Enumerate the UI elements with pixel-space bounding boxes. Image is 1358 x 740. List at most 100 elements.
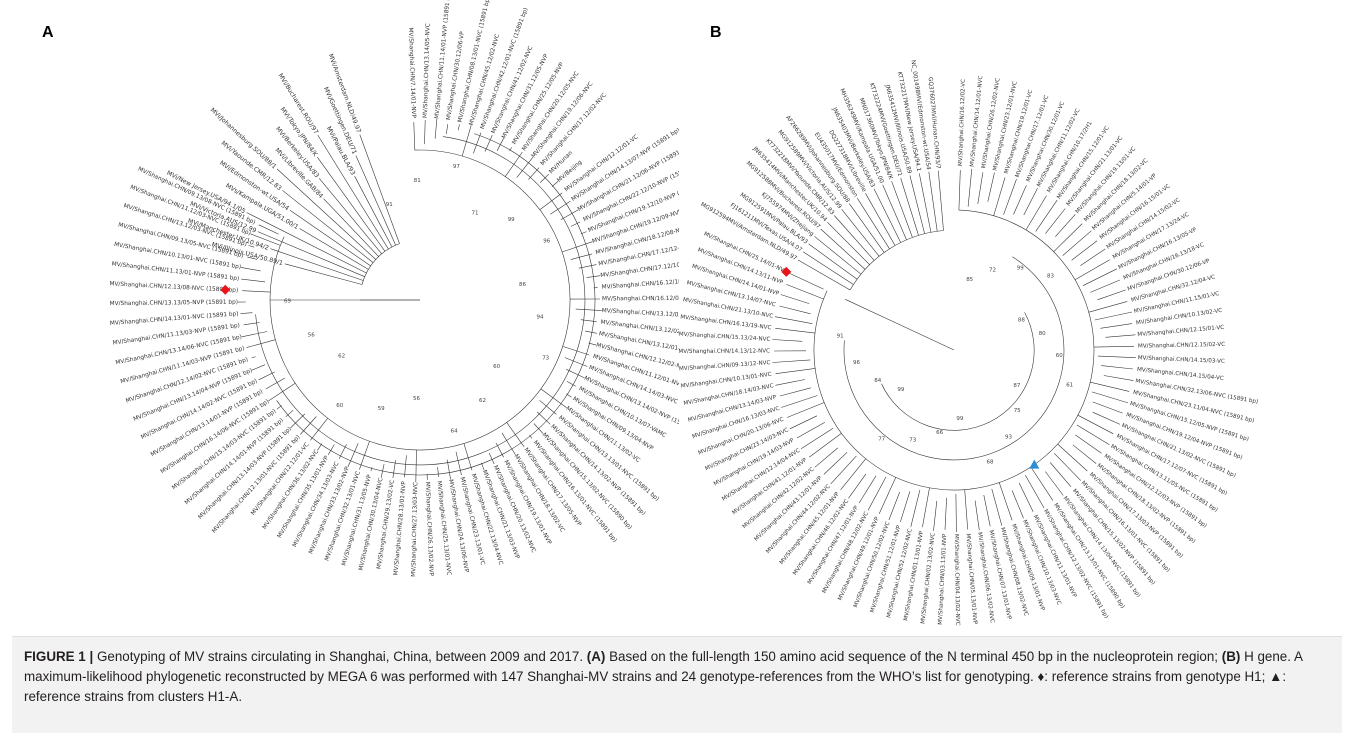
tree-b-tip-branch — [900, 491, 911, 522]
tree-a-tip-branch — [446, 459, 451, 480]
tree-b-tip-branch — [1092, 401, 1123, 414]
tree-a-ref-branch — [299, 228, 369, 270]
tree-b-ref-branch — [849, 203, 885, 253]
tree-b-tip-branch — [1055, 214, 1076, 237]
tree-b-tip-branch — [780, 294, 810, 304]
tree-a-tip-branch — [484, 134, 493, 152]
tree-b-tip-branch — [1025, 474, 1045, 509]
tree-a-tip-branch — [501, 432, 516, 456]
tree-a-tip-branch — [317, 443, 323, 451]
phylogenetic-tree-a: MVi/Illinois.USA/50.89/1MVi/Manchester.U… — [109, 0, 679, 577]
tree-b-ref-branch — [919, 173, 932, 233]
tree-a-genotype-h1-marker — [220, 284, 231, 295]
tree-a-branches: MVi/Illinois.USA/50.89/1MVi/Manchester.U… — [109, 0, 679, 577]
tree-a-tip-branch — [488, 452, 495, 465]
tree-a-ref-branch — [282, 190, 374, 263]
tree-b-tip-branch — [1013, 185, 1027, 215]
tree-a-inner-arc — [276, 133, 596, 476]
tree-b-ref-arc — [849, 230, 944, 291]
tree-a-tip-branch — [455, 451, 462, 476]
tree-b-tip-branch — [998, 482, 1013, 521]
tree-b-tip-branch — [1097, 289, 1126, 301]
tree-b-tip-branch — [1025, 195, 1047, 231]
tree-a-bootstrap-value: 62 — [338, 353, 345, 359]
tree-b-tip-branch — [858, 475, 877, 504]
tree-a-tip-branch — [505, 151, 523, 177]
tree-a-tip-branch — [437, 467, 439, 478]
tree-a-bootstrap-value: 94 — [537, 315, 544, 321]
tree-b-bootstrap-value: 77 — [878, 436, 885, 442]
tree-b-tip-branch — [788, 272, 824, 290]
tree-a-tip-branch — [539, 173, 550, 183]
tree-a-tip-branch — [310, 418, 328, 441]
tree-b-tip-branch — [1094, 311, 1133, 321]
tree-a-tip-label: MV/Shanghai.CHN/26.13/02-NVP — [424, 482, 434, 577]
tree-b-branches: MG912594MVi/Amsterdam.NLD/49.97FJ161211M… — [679, 60, 1258, 626]
tree-a-tip-branch — [496, 138, 504, 151]
tree-a-tip-label: MV/Shanghai.CHN/16.12/07-NVC (15891 bp) — [602, 296, 679, 303]
tree-b-tip-branch — [1062, 230, 1092, 256]
tree-a-tip-label: MV/Shanghai.CHN/12.13/08-NVC (15891 bp) — [109, 281, 238, 294]
tree-b-tip-branch — [1088, 301, 1128, 313]
tree-b-bootstrap-value: 75 — [1014, 408, 1021, 414]
tree-b-tip-label: MV/Shanghai.CHN/12.15/02-VC — [1138, 342, 1225, 350]
tree-a-bootstrap-value: 64 — [451, 429, 458, 435]
caption-part-b-text: H gene. A maximum-likelihood phylogeneti… — [24, 649, 1303, 704]
tree-b-root-branch — [845, 299, 955, 351]
phylogenetic-tree-b: MG912594MVi/Amsterdam.NLD/49.97FJ161211M… — [679, 60, 1258, 626]
tree-a-tip-branch — [290, 413, 306, 429]
tree-a-tip-branch — [268, 382, 296, 402]
tree-a-tip-branch — [566, 381, 576, 387]
tree-b-tip-label: MV/Shanghai.CHN/14.13/12-NVC — [679, 348, 770, 354]
tree-b-tip-branch — [967, 168, 973, 207]
tree-a-tip-branch — [539, 400, 557, 415]
tree-a-bootstrap-value: 60 — [493, 364, 500, 370]
tree-b-tip-branch — [987, 172, 995, 202]
tree-a-tip-branch — [248, 245, 255, 248]
tree-a-tip-branch — [327, 444, 335, 455]
tree-a-tip-branch — [529, 435, 533, 439]
tree-a-tip-branch — [506, 422, 525, 447]
tree-b-ref-branch — [841, 209, 880, 257]
tree-b-tip-branch — [1103, 375, 1134, 381]
tree-b-bootstrap-value: 66 — [936, 430, 943, 436]
tree-b-tip-branch — [1090, 381, 1130, 392]
tree-a-tip-branch — [585, 330, 597, 334]
tree-a-ref-branch — [359, 134, 400, 244]
tree-a-main-arc — [269, 149, 571, 451]
tree-b-tip-branch — [1105, 334, 1136, 338]
tree-b-ref-branch — [802, 251, 854, 285]
tree-b-bootstrap-value: 99 — [956, 416, 963, 422]
tree-b-tip-branch — [1018, 482, 1034, 512]
tree-b-tip-branch — [823, 452, 848, 475]
tree-a-tip-label: MV/Shanghai.CHN/13.12/03-NVP (15891 bp) — [601, 308, 679, 321]
tree-b-tip-branch — [983, 494, 991, 527]
tree-a-tip-branch — [516, 157, 534, 178]
tree-a-bootstrap-value: 91 — [386, 202, 393, 208]
tree-b-tip-label: MV/Shanghai.CHN/16.12/02-VC — [958, 79, 967, 166]
tree-b-tip-branch — [809, 433, 842, 458]
tree-b-bootstrap-value: 83 — [1047, 273, 1054, 279]
tree-b-tip-branch — [1091, 391, 1129, 404]
tree-b-tip-branch — [977, 172, 984, 204]
tree-b-tip-branch — [800, 427, 834, 450]
tree-a-tip-branch — [424, 120, 426, 145]
tree-b-ref-branch — [928, 171, 938, 232]
tree-a-tip-branch — [359, 441, 370, 470]
tree-a-tip-branch — [575, 308, 602, 311]
caption-intro: Genotyping of MV strains circulating in … — [96, 649, 587, 664]
tree-b-tip-label: MV/Shanghai.CHN/03.13/01-NVP — [938, 533, 949, 625]
caption-label: FIGURE 1 | — [24, 649, 97, 664]
tree-b-tip-branch — [922, 487, 930, 528]
tree-b-ref-branch — [820, 228, 866, 270]
tree-b-ref-branch — [900, 178, 919, 236]
tree-b-inner-arc — [843, 256, 1065, 461]
tree-b-tip-branch — [779, 387, 811, 397]
tree-a-tip-label: MV/Shanghai.CHN/7.14/01-NVP — [407, 27, 416, 118]
tree-b-tip-branch — [964, 489, 968, 530]
tree-a-tip-branch — [566, 393, 572, 398]
tree-b-ref-branch — [873, 188, 901, 243]
tree-a-tip-branch — [586, 275, 601, 278]
tree-a-tip-branch — [415, 449, 417, 483]
tree-b-tip-branch — [1049, 462, 1072, 487]
